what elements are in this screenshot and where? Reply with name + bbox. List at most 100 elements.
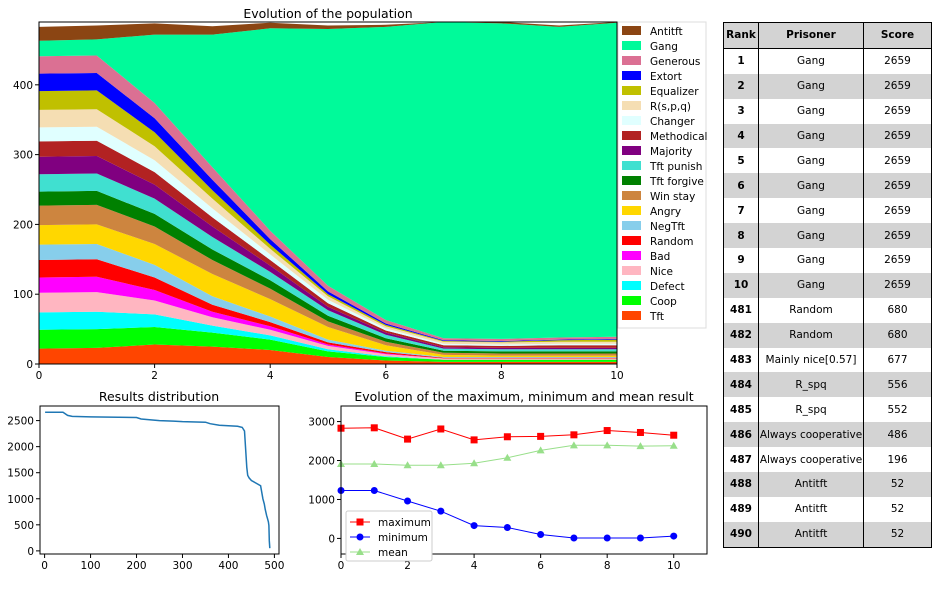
- x-tick-label: 8: [604, 560, 611, 572]
- point-maximum: [603, 427, 611, 435]
- y-tick-label: 300: [13, 150, 33, 162]
- legend-swatch-tft-forgive: [622, 176, 641, 185]
- prisoner-cell: Gang: [758, 248, 864, 273]
- legend-swatch-defect: [622, 281, 641, 290]
- x-tick-label: 10: [610, 370, 623, 382]
- rank-cell: 488: [723, 472, 759, 497]
- rank-cell: 490: [723, 521, 759, 548]
- legend-swatch-generous: [622, 56, 641, 65]
- table-row: 490 Antitft 52: [723, 521, 932, 548]
- legend-swatch-extort: [622, 71, 641, 80]
- legend-label-r-s-p-q: R(s,p,q): [650, 101, 691, 113]
- table-row: 481 Random 680: [723, 297, 932, 323]
- table-row: 4 Gang 2659: [723, 123, 932, 149]
- table-row: 482 Random 680: [723, 322, 932, 348]
- score-cell: 52: [863, 472, 932, 497]
- score-cell: 2659: [863, 123, 932, 149]
- distribution-line: [45, 411, 271, 549]
- prisoner-cell: Gang: [758, 272, 864, 298]
- prisoner-cell: Antitft: [758, 521, 864, 548]
- table-row: 486 Always cooperative 486: [723, 422, 932, 448]
- rank-cell: 489: [723, 496, 759, 522]
- population-areas: [39, 22, 617, 364]
- point-maximum: [404, 435, 412, 443]
- y-tick-label: 0: [27, 546, 34, 558]
- legend-label-methodical: Methodical: [650, 131, 707, 143]
- x-tick-label: 4: [267, 370, 274, 382]
- rank-cell: 5: [723, 148, 759, 174]
- area-defect: [39, 311, 617, 360]
- y-tick-label: 2500: [7, 416, 34, 428]
- ranking-table: Rank Prisoner Score 1 Gang 2659 2 Gang 2659 3 G…: [723, 22, 932, 548]
- area-random: [39, 259, 617, 359]
- point-minimum: [636, 534, 644, 542]
- legend-label-tft-forgive: Tft forgive: [649, 176, 704, 188]
- score-cell: 680: [863, 322, 932, 348]
- legend-label-nice: Nice: [650, 266, 673, 278]
- y-tick-label: 100: [13, 289, 33, 301]
- point-maximum: [636, 428, 644, 436]
- x-tick-label: 100: [81, 560, 101, 572]
- prisoner-column-header: Prisoner: [758, 22, 864, 49]
- table-row: 6 Gang 2659: [723, 173, 932, 199]
- y-tick-label: 0: [26, 359, 33, 371]
- legend-swatch-negtft: [622, 221, 641, 230]
- area-coop: [39, 327, 617, 362]
- score-cell: 2659: [863, 173, 932, 199]
- legend-swatch-tft: [622, 311, 641, 320]
- legend-swatch-r-s-p-q: [622, 101, 641, 110]
- point-mean: [370, 460, 379, 468]
- point-mean: [603, 441, 612, 449]
- rank-cell: 486: [723, 422, 759, 448]
- legend-box: [345, 510, 433, 562]
- table-row: 483 Mainly nice[0.57] 677: [723, 347, 932, 373]
- prisoner-cell: R_spq: [758, 397, 864, 423]
- x-tick-label: 0: [338, 560, 345, 572]
- rank-cell: 482: [723, 322, 759, 348]
- score-cell: 2659: [863, 223, 932, 249]
- x-tick-label: 300: [172, 560, 192, 572]
- score-cell: 2659: [863, 73, 932, 99]
- legend-label-tft: Tft: [649, 311, 664, 323]
- score-cell: 556: [863, 372, 932, 398]
- prisoner-cell: Gang: [758, 73, 864, 99]
- point-mean: [536, 446, 545, 454]
- legend-swatch-win-stay: [622, 191, 641, 200]
- table-row: 3 Gang 2659: [723, 98, 932, 124]
- score-cell: 2659: [863, 248, 932, 273]
- legend-label-coop: Coop: [650, 296, 677, 308]
- prisoner-cell: Random: [758, 322, 864, 348]
- x-tick-label: 6: [537, 560, 544, 572]
- y-tick-label: 1500: [7, 468, 34, 480]
- table-header-row: Rank Prisoner Score: [723, 22, 932, 49]
- legend-label-antitft: Antitft: [650, 26, 683, 38]
- legend-label-equalizer: Equalizer: [650, 86, 699, 98]
- table-row: 488 Antitft 52: [723, 472, 932, 497]
- point-minimum: [470, 522, 478, 530]
- prisoner-cell: Gang: [758, 198, 864, 224]
- area-antitft: [39, 22, 617, 41]
- legend-swatch-random: [622, 236, 641, 245]
- y-tick-label: 1000: [7, 494, 34, 506]
- rank-cell: 3: [723, 98, 759, 124]
- rank-cell: 7: [723, 198, 759, 224]
- score-cell: 677: [863, 347, 932, 373]
- evolution-chart-title: Evolution of the maximum, minimum and me…: [354, 389, 693, 404]
- point-minimum: [437, 507, 445, 515]
- rank-cell: 2: [723, 73, 759, 99]
- score-cell: 680: [863, 297, 932, 323]
- area-tft-punish: [39, 173, 617, 352]
- legend-label-random: Random: [650, 236, 693, 248]
- prisoner-cell: Always cooperative: [758, 447, 864, 473]
- rank-cell: 483: [723, 347, 759, 373]
- distribution-series-line: [45, 411, 271, 549]
- point-maximum: [470, 436, 478, 444]
- rank-cell: 481: [723, 297, 759, 323]
- y-tick-label: 200: [13, 219, 33, 231]
- table-row: 485 R_spq 552: [723, 397, 932, 423]
- x-tick-label: 8: [498, 370, 505, 382]
- x-tick-label: 200: [126, 560, 146, 572]
- area-angry: [39, 224, 617, 357]
- prisoner-cell: Gang: [758, 173, 864, 199]
